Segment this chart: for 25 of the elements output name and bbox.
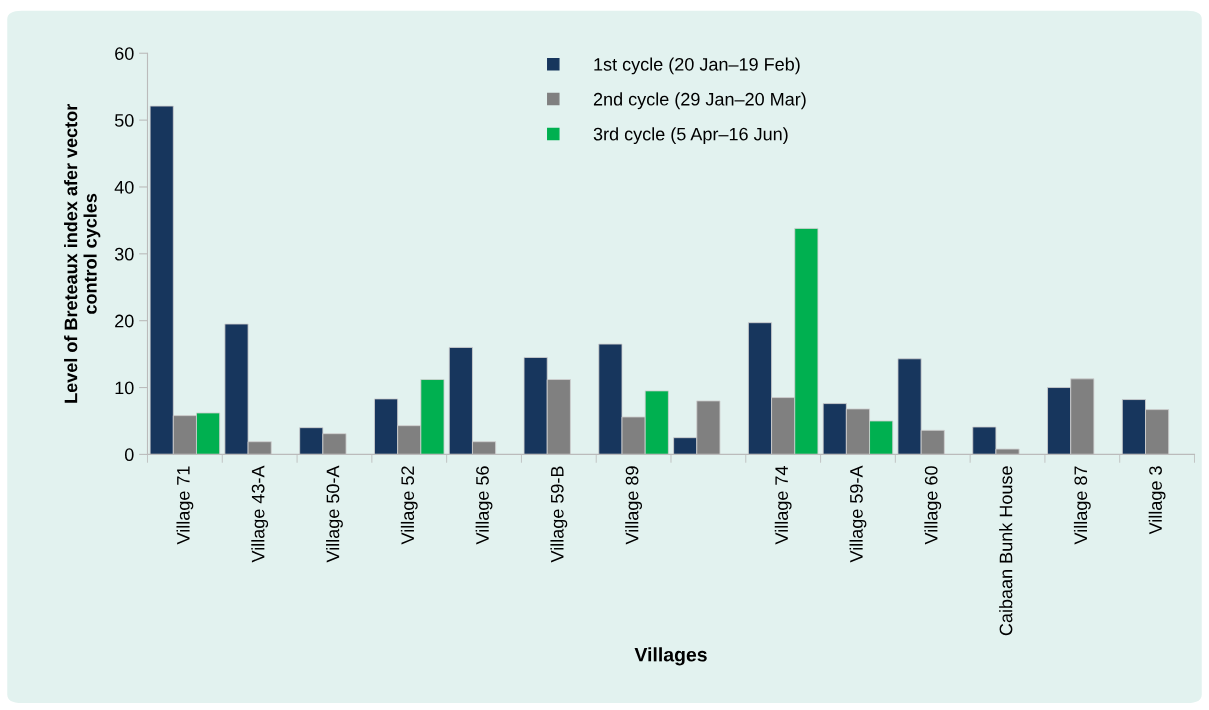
x-tick-label: Village 59-B [550, 466, 568, 563]
x-tick-label: Village 3 [1148, 466, 1166, 535]
y-axis-title: Level of Breteaux index afer vector control cycles [64, 104, 101, 403]
legend-label: 3rd cycle (5 Apr–16 Jun) [593, 127, 788, 145]
x-tick-label: Village 56 [475, 466, 493, 545]
legend-label: 2nd cycle (29 Jan–20 Mar) [593, 92, 806, 110]
y-tick-label: 40 [114, 180, 134, 194]
y-tick-label: 10 [115, 381, 134, 395]
x-tick-label: Village 74 [774, 466, 792, 545]
x-tick-label: Village 43-A [251, 465, 269, 563]
y-tick-label: 0 [124, 448, 134, 462]
x-tick-label: Village 52 [400, 466, 418, 545]
x-tick-label: Village 50-A [326, 465, 343, 563]
legend-label: 1st cycle (20 Jan–19 Feb) [594, 57, 800, 75]
x-tick-label: Village 71 [176, 466, 194, 545]
y-tick-label: 20 [115, 314, 134, 328]
x-axis-title: Villages [634, 647, 707, 666]
x-tick-label: Village 60 [924, 466, 942, 545]
x-tick-label: Village 87 [1073, 466, 1091, 545]
x-tick-label: Caibaan Bunk House [999, 466, 1013, 636]
y-tick-label: 60 [115, 47, 134, 60]
x-tick-label: Village 89 [625, 466, 643, 545]
y-tick-label: 50 [114, 114, 134, 127]
x-tick-label: Village 59-A [849, 465, 867, 563]
y-tick-label: 30 [114, 247, 134, 261]
